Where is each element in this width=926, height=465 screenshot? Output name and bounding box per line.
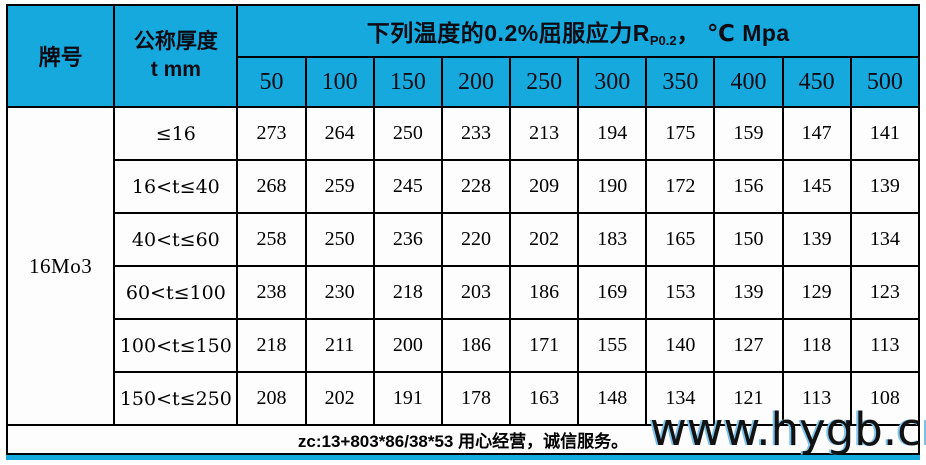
yield-value-cell: 245 (372, 159, 443, 214)
yield-value-cell: 113 (849, 318, 921, 373)
yield-value-cell: 273 (236, 106, 307, 161)
footer-note: zc:13+803*86/38*53 用心经营，诚信服务。 (6, 424, 920, 455)
thickness-header-line2: t mm (150, 58, 201, 81)
header-row-1: 牌号 公称厚度 t mm 下列温度的0.2%屈服应力RP0.2， ℃ Mpa (5, 4, 920, 108)
yield-value-cell: 258 (236, 212, 307, 267)
thickness-label-cell: ≤16 (113, 106, 239, 161)
yield-value-cell: 134 (849, 212, 921, 267)
thickness-label-cell: 60<t≤100 (113, 265, 239, 320)
yield-value-cell: 172 (645, 159, 716, 214)
temp-header-cell: 450 (781, 56, 852, 108)
thickness-column-header: 公称厚度 t mm (113, 4, 239, 108)
temp-header-cell: 350 (645, 56, 716, 108)
yield-value-cell: 228 (440, 159, 512, 214)
yield-value-cell: 156 (713, 159, 784, 214)
yield-value-cell: 186 (509, 265, 580, 320)
yield-value-cell: 159 (713, 106, 784, 161)
yield-value-cell: 250 (372, 106, 443, 161)
yield-value-cell: 127 (713, 318, 784, 373)
yield-value-cell: 121 (713, 371, 784, 426)
yield-value-cell: 202 (304, 371, 375, 426)
yield-value-cell: 218 (236, 318, 307, 373)
span-title: 下列温度的0.2%屈服应力RP0.2， ℃ Mpa (236, 4, 920, 58)
yield-value-cell: 150 (713, 212, 784, 267)
yield-value-cell: 140 (645, 318, 716, 373)
grade-cell: 16Mo3 (5, 106, 116, 426)
yield-value-cell: 203 (440, 265, 512, 320)
yield-value-cell: 233 (440, 106, 512, 161)
yield-value-cell: 165 (645, 212, 716, 267)
yield-value-cell: 220 (440, 212, 512, 267)
yield-value-cell: 163 (509, 371, 580, 426)
yield-value-cell: 178 (440, 371, 512, 426)
yield-value-cell: 238 (236, 265, 307, 320)
yield-value-cell: 113 (781, 371, 852, 426)
yield-value-cell: 191 (372, 371, 443, 426)
bottom-blue-strip (6, 455, 920, 460)
yield-value-cell: 118 (781, 318, 852, 373)
yield-value-cell: 123 (849, 265, 921, 320)
temp-header-cell: 50 (236, 56, 307, 108)
thickness-label-cell: 40<t≤60 (113, 212, 239, 267)
yield-value-cell: 148 (577, 371, 648, 426)
grade-column-header: 牌号 (5, 4, 116, 108)
thickness-label-cell: 100<t≤150 (113, 318, 239, 373)
span-title-main: 下列温度的0.2%屈服应力R (366, 20, 650, 46)
yield-value-cell: 175 (645, 106, 716, 161)
yield-value-cell: 183 (577, 212, 648, 267)
yield-value-cell: 139 (713, 265, 784, 320)
yield-value-cell: 139 (849, 159, 921, 214)
yield-value-cell: 230 (304, 265, 375, 320)
yield-value-cell: 259 (304, 159, 375, 214)
table-row: 150<t≤250 208 202 191 178 163 148 134 12… (7, 371, 921, 426)
table-row: 100<t≤150 218 211 200 186 171 155 140 12… (7, 318, 921, 373)
thickness-header-line1: 公称厚度 (133, 29, 218, 53)
yield-value-cell: 200 (372, 318, 443, 373)
temp-header-cell: 250 (509, 56, 580, 108)
span-title-tail: ， ℃ Mpa (676, 20, 790, 46)
yield-value-cell: 211 (304, 318, 375, 373)
yield-value-cell: 169 (577, 265, 648, 320)
temp-header-cell: 100 (304, 56, 375, 108)
yield-value-cell: 155 (577, 318, 648, 373)
yield-value-cell: 108 (849, 371, 921, 426)
yield-value-cell: 147 (781, 106, 852, 161)
yield-value-cell: 129 (781, 265, 852, 320)
temp-header-cell: 300 (577, 56, 648, 108)
yield-value-cell: 208 (236, 371, 307, 426)
yield-value-cell: 213 (509, 106, 580, 161)
yield-value-cell: 194 (577, 106, 648, 161)
yield-value-cell: 209 (509, 159, 580, 214)
temp-header-cell: 200 (440, 56, 512, 108)
yield-value-cell: 236 (372, 212, 443, 267)
yield-value-cell: 153 (645, 265, 716, 320)
yield-value-cell: 202 (509, 212, 580, 267)
yield-value-cell: 264 (304, 106, 375, 161)
yield-value-cell: 250 (304, 212, 375, 267)
temp-header-cell: 500 (849, 56, 921, 108)
yield-stress-table: 牌号 公称厚度 t mm 下列温度的0.2%屈服应力RP0.2， ℃ Mpa 5… (5, 4, 921, 455)
table-row: 40<t≤60 258 250 236 220 202 183 165 150 … (7, 212, 921, 267)
temp-header-cell: 400 (713, 56, 784, 108)
table-row: 16Mo3 ≤16 273 264 250 233 213 194 175 15… (5, 106, 921, 426)
span-title-subscript: P0.2 (649, 33, 677, 48)
footer-row: zc:13+803*86/38*53 用心经营，诚信服务。 (6, 424, 920, 455)
yield-value-cell: 268 (236, 159, 307, 214)
table-row: 60<t≤100 238 230 218 203 186 169 153 139… (7, 265, 921, 320)
yield-value-cell: 145 (781, 159, 852, 214)
yield-value-cell: 171 (509, 318, 580, 373)
yield-value-cell: 218 (372, 265, 443, 320)
yield-value-cell: 190 (577, 159, 648, 214)
temp-header-cell: 150 (372, 56, 443, 108)
yield-value-cell: 141 (849, 106, 921, 161)
thickness-label-cell: 150<t≤250 (113, 371, 239, 426)
header-row-temps: 50 100 150 200 250 300 350 400 450 500 (7, 56, 921, 108)
thickness-label-cell: 16<t≤40 (113, 159, 239, 214)
yield-value-cell: 134 (645, 371, 716, 426)
table-row: 16<t≤40 268 259 245 228 209 190 172 156 … (7, 159, 921, 214)
yield-value-cell: 139 (781, 212, 852, 267)
yield-value-cell: 186 (440, 318, 512, 373)
